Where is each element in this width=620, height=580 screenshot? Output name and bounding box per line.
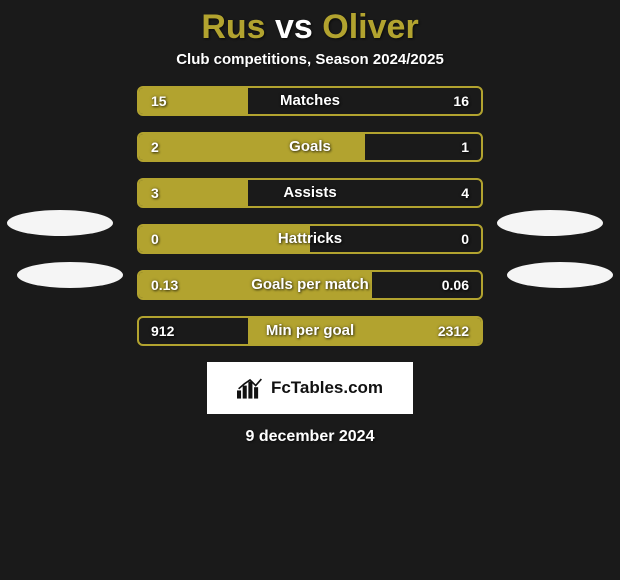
- title-player2: Oliver: [322, 8, 418, 46]
- logo-text: FcTables.com: [271, 378, 383, 398]
- stat-label: Matches: [139, 88, 481, 114]
- subtitle: Club competitions, Season 2024/2025: [0, 51, 620, 86]
- stat-label: Min per goal: [139, 318, 481, 344]
- placeholder-ellipse: [17, 262, 123, 288]
- placeholder-ellipse: [507, 262, 613, 288]
- bars-icon: [237, 377, 263, 399]
- stat-label: Goals per match: [139, 272, 481, 298]
- logo-box: FcTables.com: [207, 362, 413, 414]
- stat-row: 3Assists4: [137, 178, 483, 208]
- title-player1: Rus: [201, 8, 265, 46]
- placeholder-ellipse: [7, 210, 113, 236]
- stat-value-right: 0.06: [442, 272, 469, 298]
- stat-value-right: 2312: [438, 318, 469, 344]
- stat-row: 2Goals1: [137, 132, 483, 162]
- stat-value-right: 4: [461, 180, 469, 206]
- stat-value-right: 16: [453, 88, 469, 114]
- date-text: 9 december 2024: [0, 428, 620, 446]
- stat-label: Goals: [139, 134, 481, 160]
- stat-value-right: 0: [461, 226, 469, 252]
- page-title: Rus vs Oliver: [0, 0, 620, 51]
- stat-label: Assists: [139, 180, 481, 206]
- chart-stage: 15Matches16 2Goals1 3Assists4 0Hattricks0 0.…: [0, 86, 620, 446]
- stat-row: 912Min per goal2312: [137, 316, 483, 346]
- stat-row: 0.13Goals per match0.06: [137, 270, 483, 300]
- stat-value-right: 1: [461, 134, 469, 160]
- stat-label: Hattricks: [139, 226, 481, 252]
- placeholder-ellipse: [497, 210, 603, 236]
- title-vs: vs: [275, 8, 313, 46]
- stat-row: 0Hattricks0: [137, 224, 483, 254]
- stat-row: 15Matches16: [137, 86, 483, 116]
- stats-bars: 15Matches16 2Goals1 3Assists4 0Hattricks0 0.…: [137, 86, 483, 346]
